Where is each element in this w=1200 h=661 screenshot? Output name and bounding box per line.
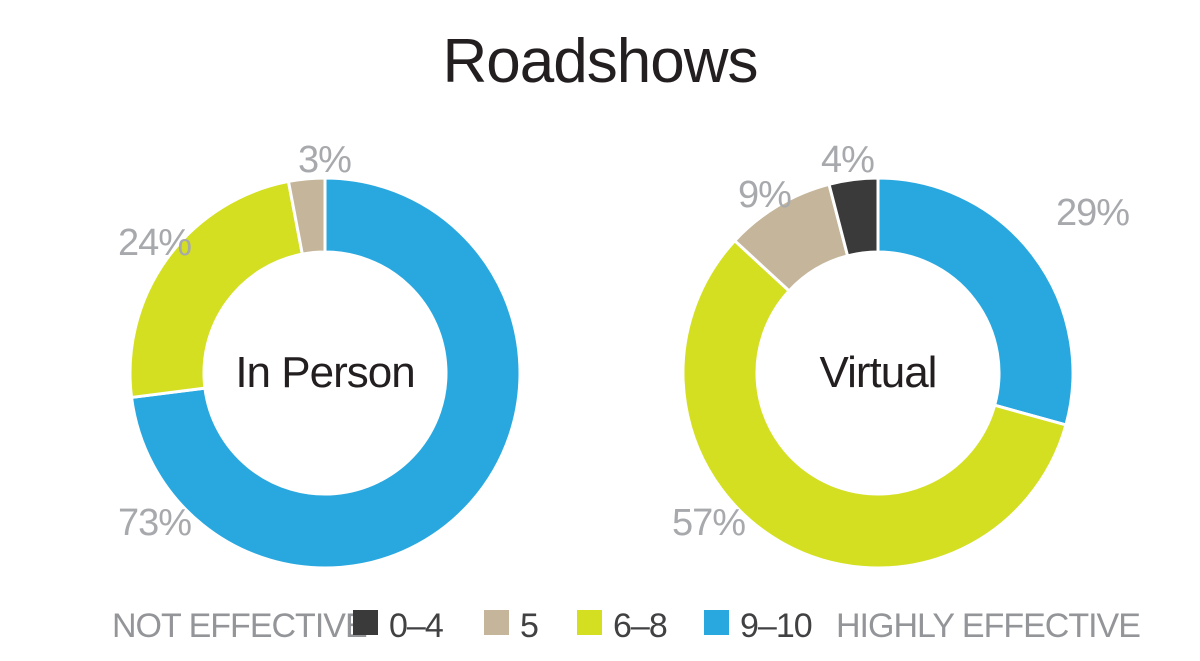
legend-label-0-4: 0–4 xyxy=(389,607,443,645)
legend-swatch-9-10 xyxy=(704,610,729,635)
slice-label-in-person-5: 3% xyxy=(298,139,351,181)
legend-swatch-5 xyxy=(484,610,509,635)
legend-label-5: 5 xyxy=(520,607,538,645)
slice-label-virtual-6-8: 57% xyxy=(672,502,745,544)
slice-label-virtual-5: 9% xyxy=(738,174,791,216)
donut-chart-in-person: 3% 24% 73% In Person xyxy=(118,139,522,570)
donut-slice-in-person-6-8 xyxy=(128,179,304,399)
slice-label-virtual-9-10: 29% xyxy=(1056,192,1129,234)
slice-label-in-person-9-10: 73% xyxy=(118,502,191,544)
legend: NOT EFFECTIVE 0–4 5 6–8 9–10 HIGHLY EFFECTI… xyxy=(112,607,1141,645)
legend-swatch-6-8 xyxy=(577,610,602,635)
donut-center-label-virtual: Virtual xyxy=(820,348,937,397)
legend-end-label: HIGHLY EFFECTIVE xyxy=(836,607,1140,645)
legend-swatch-0-4 xyxy=(353,610,378,635)
donut-slice-virtual-9-10 xyxy=(876,176,1075,427)
chart-title: Roadshows xyxy=(443,27,758,96)
donut-slice-in-person-5 xyxy=(286,176,327,256)
donut-slice-in-person-9-10 xyxy=(130,176,522,570)
legend-label-9-10: 9–10 xyxy=(740,607,812,645)
slice-label-virtual-0-4: 4% xyxy=(821,139,874,181)
donut-center-label-in-person: In Person xyxy=(235,348,414,397)
donut-slice-virtual-0-4 xyxy=(827,176,880,258)
donut-slice-virtual-6-8 xyxy=(681,239,1068,570)
slice-label-in-person-6-8: 24% xyxy=(118,222,191,264)
donut-chart-virtual: 4% 9% 57% 29% Virtual xyxy=(672,139,1130,570)
legend-label-6-8: 6–8 xyxy=(613,607,667,645)
legend-start-label: NOT EFFECTIVE xyxy=(112,607,367,645)
